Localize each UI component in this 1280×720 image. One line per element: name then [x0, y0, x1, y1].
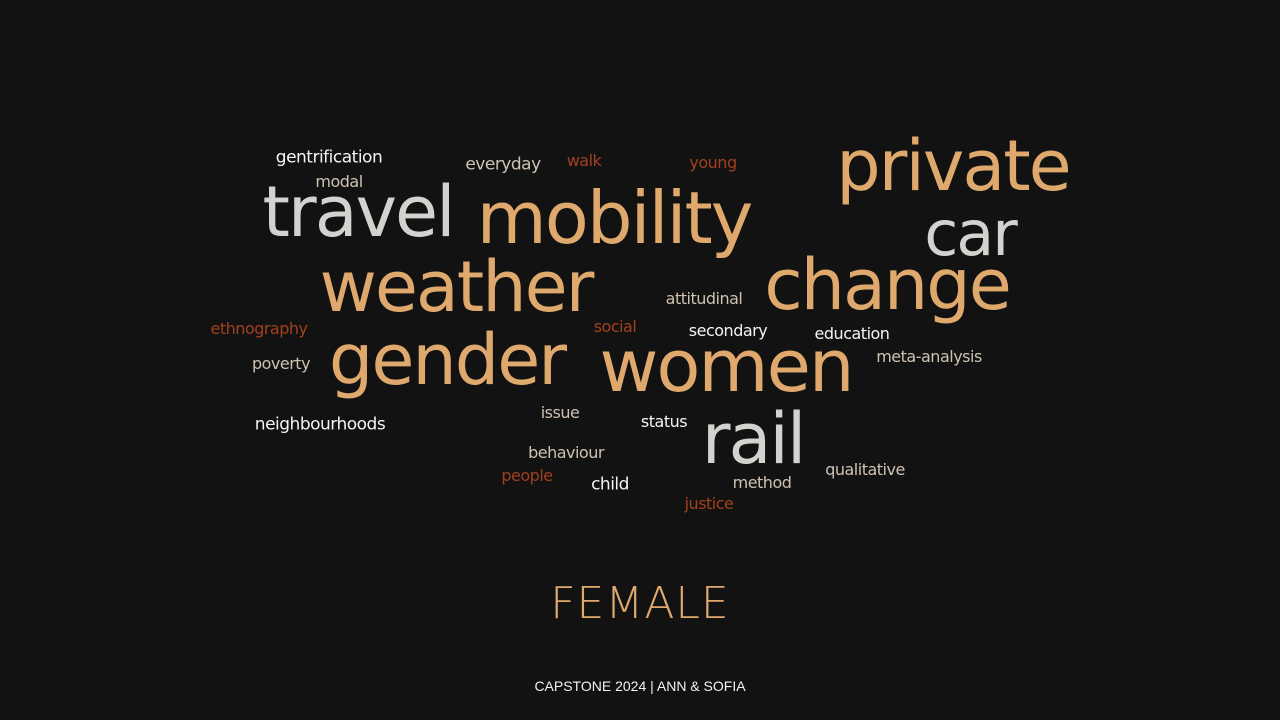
cloud-word-car: car — [924, 197, 1018, 270]
cloud-word-ethnography: ethnography — [210, 319, 309, 338]
cloud-word-women: women — [599, 324, 854, 408]
cloud-word-weather: weather — [319, 246, 595, 328]
cloud-word-gentrification: gentrification — [275, 147, 383, 168]
cloud-word-everyday: everyday — [465, 154, 541, 175]
cloud-word-status: status — [640, 412, 688, 431]
cloud-word-social: social — [593, 317, 637, 336]
cloud-word-people: people — [501, 466, 553, 485]
cloud-word-travel: travel — [262, 171, 455, 253]
cloud-word-change: change — [764, 244, 1012, 326]
cloud-word-mobility: mobility — [476, 176, 754, 260]
slide-title: FEMALE — [550, 578, 730, 629]
cloud-word-poverty: poverty — [251, 354, 311, 373]
cloud-word-qualitative: qualitative — [825, 460, 905, 479]
cloud-word-child: child — [591, 474, 629, 495]
cloud-word-private: private — [836, 125, 1071, 207]
cloud-word-behaviour: behaviour — [528, 443, 604, 462]
cloud-word-attitudinal: attitudinal — [665, 289, 743, 308]
cloud-word-modal: modal — [315, 172, 363, 191]
cloud-word-secondary: secondary — [688, 321, 768, 340]
cloud-word-issue: issue — [540, 403, 580, 422]
cloud-word-walk: walk — [566, 151, 602, 170]
cloud-word-education: education — [814, 324, 890, 343]
cloud-word-gender: gender — [328, 319, 567, 401]
cloud-word-neighbourhoods: neighbourhoods — [254, 414, 386, 435]
cloud-word-method: method — [732, 473, 792, 492]
slide-footer: CAPSTONE 2024 | ANN & SOFIA — [534, 678, 746, 694]
cloud-word-young: young — [689, 153, 737, 172]
cloud-word-meta-analysis: meta-analysis — [876, 347, 982, 366]
cloud-word-justice: justice — [684, 494, 734, 513]
cloud-word-rail: rail — [701, 398, 807, 480]
